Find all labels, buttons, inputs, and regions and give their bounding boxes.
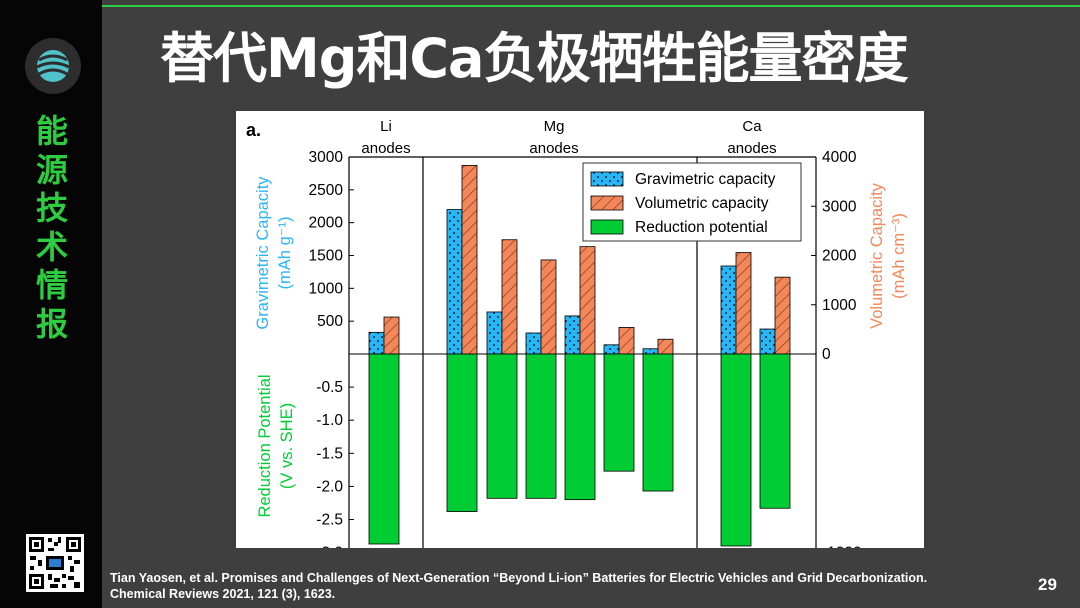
left-tick-label: -0.5 [316,379,343,396]
left-bottom-axis-title: Reduction Potential [256,374,274,517]
volumetric-capacity-bar [501,239,518,355]
volumetric-capacity-bar [618,327,635,355]
gravimetric-capacity-bar [446,209,463,355]
left-tick-label: 2000 [309,215,344,232]
left-tick-label: -2.0 [316,478,343,495]
left-tick-label: 1500 [309,248,344,265]
volumetric-capacity-bar [657,338,674,355]
gravimetric-capacity-bar [525,332,542,355]
sidebar-char: 源 [35,150,68,189]
citation-line-2: Chemical Reviews 2021, 121 (3), 1623. [110,587,336,601]
legend-swatch [590,219,624,235]
right-tick-label: 4000 [822,149,857,166]
volumetric-capacity-bar [579,246,596,355]
left-tick-label: 2500 [309,182,344,199]
group-label: Ca [742,118,762,135]
left-bottom-axis-unit: (V vs. SHE) [278,403,296,489]
sidebar-char: 报 [35,304,68,343]
sidebar-char: 情 [35,266,68,304]
left-top-axis-unit: (mAh g⁻¹) [276,217,294,290]
sidebar: 能 源 技 术 情 报 [0,0,102,608]
left-tick-label: 1000 [309,280,344,297]
volumetric-capacity-bar [383,316,400,355]
reduction-potential-bar [720,353,752,547]
left-tick-label: -1.0 [316,412,343,429]
right-tick-label: 2000 [822,248,857,265]
reduction-potential-bar [525,353,557,499]
right-axis-title: Volumetric Capacity [868,182,886,329]
right-tick-label: 1000 [822,297,857,314]
gravimetric-capacity-bar [642,348,659,355]
group-label: anodes [529,140,578,157]
left-tick-label: 3000 [309,149,344,166]
left-tick-label-clipped: -3.0 [316,545,343,548]
legend-swatch [590,195,624,211]
group-label: Mg [544,118,565,135]
legend-label: Volumetric capacity [635,195,769,212]
legend-swatch [590,171,624,187]
group-label: anodes [361,140,410,157]
gravimetric-capacity-bar [486,311,503,355]
globe-logo-icon [25,38,81,94]
sidebar-char: 技 [35,189,68,227]
gravimetric-capacity-bar [759,328,776,355]
reduction-potential-bar [603,353,635,472]
slide-title: 替代Mg和Ca负极牺牲能量密度 [160,27,908,90]
reduction-potential-bar [642,353,674,492]
reduction-potential-bar [446,353,478,512]
citation-line-1: Tian Yaosen, et al. Promises and Challen… [110,571,928,585]
sidebar-char: 术 [35,227,68,266]
gravimetric-capacity-bar [564,315,581,355]
left-tick-label: 500 [317,313,343,330]
gravimetric-capacity-bar [603,344,620,355]
right-tick-label-clipped: -1000 [822,545,862,548]
left-tick-label: -2.5 [316,512,343,529]
gravimetric-capacity-bar [720,265,737,355]
chart-svg: Li anodes Mg anodes Ca anodes a. 3000 2500 2000 15… [246,118,908,548]
reduction-potential-bar [564,353,596,501]
gravimetric-capacity-bar [368,331,385,355]
chart-figure: Li anodes Mg anodes Ca anodes a. 3000 2500 2000 15… [236,111,924,548]
right-axis-unit: (mAh cm⁻³) [890,213,908,299]
sidebar-vertical-text: 能 源 技 术 情 报 [28,112,76,343]
page-number: 29 [1038,575,1057,594]
left-tick-label: -1.5 [316,445,343,462]
left-top-axis-title: Gravimetric Capacity [254,176,272,330]
right-tick-label: 0 [822,346,831,363]
volumetric-capacity-bar [774,276,791,355]
reduction-potential-bar [759,353,791,509]
right-tick-label: 3000 [822,198,857,215]
reduction-potential-bar [486,353,518,499]
legend-label: Gravimetric capacity [635,171,776,188]
volumetric-capacity-bar [735,252,752,355]
group-label: anodes [727,140,776,157]
group-label: Li [380,118,392,135]
volumetric-capacity-bar [540,259,557,355]
citation-footer: Tian Yaosen, et al. Promises and Challen… [110,570,1010,602]
legend-label: Reduction potential [635,219,768,236]
panel-label: a. [246,120,261,140]
qr-code-icon [26,534,84,592]
reduction-potential-bar [368,353,400,545]
sidebar-char: 能 [35,112,68,150]
accent-line [102,5,1080,7]
volumetric-capacity-bar [461,164,478,355]
